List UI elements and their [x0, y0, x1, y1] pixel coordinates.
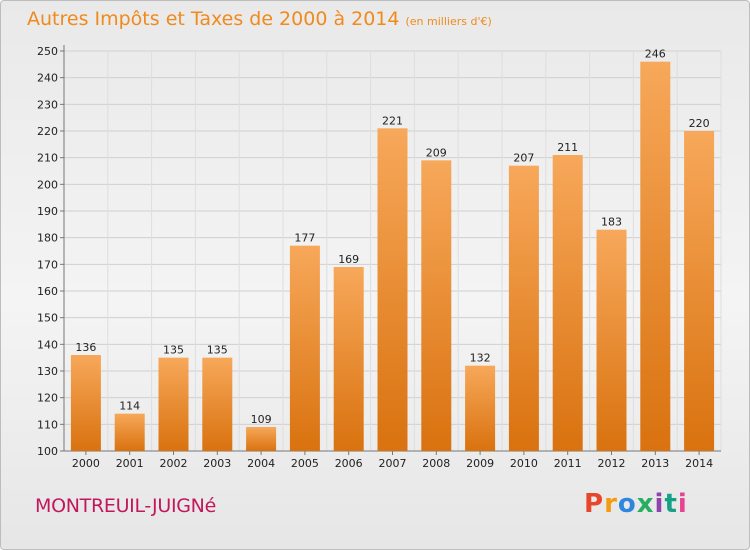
data-label-2011: 211	[557, 141, 578, 154]
y-tick-label: 150	[37, 312, 58, 325]
x-tick-label: 2014	[685, 457, 713, 470]
chart-title: Autres Impôts et Taxes de 2000 à 2014 (en…	[27, 8, 492, 30]
x-tick-label: 2013	[641, 457, 669, 470]
logo-letter: x	[636, 489, 655, 519]
data-label-2005: 177	[294, 232, 315, 245]
bar-2011	[552, 155, 583, 451]
x-tick-label: 2008	[422, 457, 450, 470]
bar-2007	[377, 128, 408, 451]
x-tick-labels: 2000 2001 2002 2003 2004 2005 2006 2007 2008 2009…	[72, 457, 713, 470]
data-label-2009: 132	[470, 352, 491, 365]
logo-letter: P	[584, 489, 605, 519]
bar-2009	[465, 365, 496, 451]
x-tick-label: 2001	[116, 457, 144, 470]
logo-letter: t	[664, 489, 678, 519]
y-tick-label: 240	[37, 72, 58, 85]
data-label-2013: 246	[645, 48, 666, 61]
x-tick-label: 2010	[510, 457, 538, 470]
y-tick-label: 220	[37, 125, 58, 138]
proxiti-logo: Proxiti	[584, 489, 688, 519]
logo-letter: o	[617, 489, 637, 519]
data-label-2002: 135	[163, 344, 184, 357]
bar-2005	[289, 245, 320, 451]
logo-letter: i	[677, 489, 688, 519]
x-tick-label: 2012	[598, 457, 626, 470]
bar-2006	[333, 267, 364, 451]
commune-name: MONTREUIL-JUIGNé	[35, 495, 216, 517]
bar-2010	[508, 165, 539, 451]
bar-2014	[684, 131, 715, 451]
x-tick-label: 2011	[554, 457, 582, 470]
chart-title-unit: (en milliers d'€)	[405, 15, 492, 28]
data-labels: 136 114 135 135 109 177 169 221 209 132 207 211 183 2…	[75, 48, 709, 426]
y-tick-label: 180	[37, 232, 58, 245]
bar-2000	[70, 355, 101, 451]
x-tick-label: 2003	[203, 457, 231, 470]
data-label-2014: 220	[689, 117, 710, 130]
x-tick-label: 2000	[72, 457, 100, 470]
x-tick-label: 2006	[335, 457, 363, 470]
bar-2008	[421, 160, 452, 452]
data-label-2007: 221	[382, 114, 403, 127]
y-tick-label: 200	[37, 178, 58, 191]
bars	[70, 61, 715, 452]
bar-2001	[114, 413, 145, 451]
data-label-2012: 183	[601, 216, 622, 229]
y-tick-label: 170	[37, 258, 58, 271]
data-label-2008: 209	[426, 146, 447, 159]
data-label-2010: 207	[513, 152, 534, 165]
data-label-2001: 114	[119, 400, 140, 413]
data-label-2006: 169	[338, 253, 359, 266]
bar-2003	[202, 357, 233, 451]
logo-letter: i	[654, 489, 665, 519]
chart-title-text: Autres Impôts et Taxes de 2000 à 2014	[27, 8, 400, 30]
y-tick-label: 250	[37, 45, 58, 58]
x-tick-label: 2002	[160, 457, 188, 470]
y-tick-label: 160	[37, 285, 58, 298]
data-label-2000: 136	[75, 341, 96, 354]
x-tick-label: 2004	[247, 457, 275, 470]
y-tick-labels: 100 110 120 130 140 150 160 170 180 190 200 210 220 2…	[37, 45, 58, 458]
y-tick-label: 140	[37, 338, 58, 351]
y-tick-label: 120	[37, 392, 58, 405]
y-tick-label: 210	[37, 152, 58, 165]
x-tick-label: 2007	[379, 457, 407, 470]
y-tick-label: 110	[37, 418, 58, 431]
bar-2012	[596, 229, 627, 451]
x-tick-label: 2005	[291, 457, 319, 470]
bar-2002	[158, 357, 189, 451]
y-tick-label: 130	[37, 365, 58, 378]
bar-2013	[640, 61, 671, 452]
x-tick-label: 2009	[466, 457, 494, 470]
bar-2004	[246, 427, 277, 451]
logo-letter: r	[604, 489, 618, 519]
data-label-2004: 109	[251, 413, 272, 426]
y-tick-label: 100	[37, 445, 58, 458]
data-label-2003: 135	[207, 344, 228, 357]
y-tick-label: 230	[37, 98, 58, 111]
y-tick-label: 190	[37, 205, 58, 218]
